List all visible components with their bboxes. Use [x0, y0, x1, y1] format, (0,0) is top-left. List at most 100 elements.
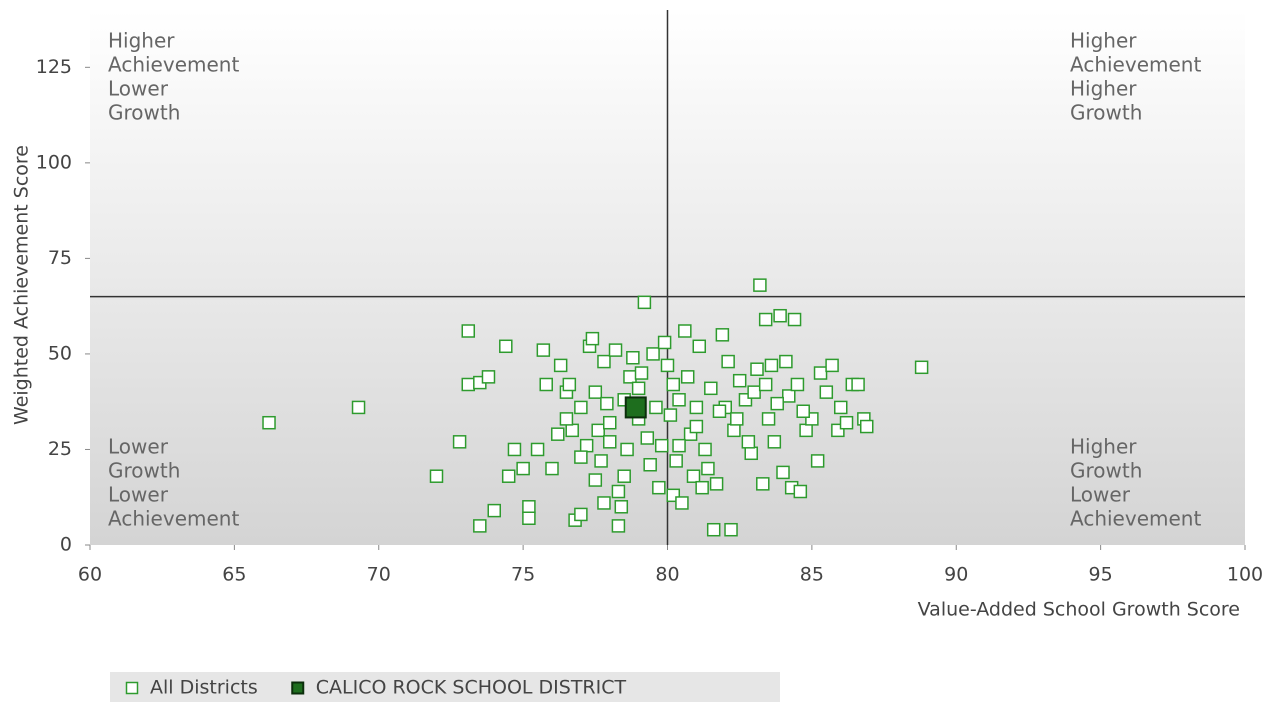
point — [779, 354, 793, 369]
point — [680, 370, 695, 384]
point — [562, 377, 577, 392]
quadrant-label: Growth — [108, 459, 180, 483]
y-axis-label: Weighted Achievement Score — [11, 145, 33, 425]
point — [773, 308, 787, 323]
point — [666, 377, 681, 392]
point — [686, 469, 701, 483]
quadrant-label: Achievement — [1070, 53, 1201, 77]
point — [758, 377, 773, 392]
point — [461, 377, 476, 392]
point — [588, 473, 603, 487]
quadrant-label: Growth — [1070, 101, 1142, 125]
point — [758, 312, 773, 327]
quadrant-label: Lower — [108, 77, 169, 101]
point — [461, 324, 476, 338]
quadrant-label: Growth — [1070, 459, 1142, 483]
point — [522, 500, 536, 514]
point — [712, 404, 727, 418]
point — [663, 408, 678, 422]
point — [643, 458, 657, 472]
point — [704, 381, 718, 396]
point — [553, 358, 568, 373]
point — [634, 366, 649, 380]
point — [675, 496, 689, 510]
point — [787, 312, 802, 327]
point — [767, 435, 782, 449]
point — [669, 454, 683, 468]
quadrant-label: Higher — [1070, 435, 1137, 459]
point — [732, 373, 747, 388]
point — [536, 343, 551, 357]
point — [608, 343, 623, 357]
point — [678, 324, 692, 338]
point — [796, 404, 810, 418]
point — [782, 389, 796, 403]
point — [620, 442, 634, 457]
quadrant-label: Higher — [1070, 77, 1137, 101]
point — [834, 400, 848, 415]
point — [487, 503, 501, 518]
point — [516, 461, 530, 476]
point — [813, 366, 828, 380]
point — [724, 522, 738, 537]
point — [640, 431, 655, 445]
point — [701, 461, 715, 476]
point — [839, 415, 854, 430]
y-tick-label: 0 — [60, 534, 72, 556]
point — [799, 423, 813, 438]
point — [539, 377, 553, 392]
point — [597, 496, 611, 510]
highlight-point — [624, 396, 647, 419]
y-tick-label: 100 — [36, 151, 72, 173]
point — [750, 362, 764, 376]
point — [565, 423, 579, 438]
point — [672, 438, 686, 453]
point — [721, 354, 735, 369]
point — [756, 477, 770, 491]
point — [614, 500, 629, 514]
point — [692, 339, 707, 354]
legend-swatch — [125, 681, 139, 695]
point — [790, 377, 805, 392]
point — [262, 415, 276, 430]
x-tick-label: 80 — [655, 564, 679, 586]
point — [689, 419, 704, 434]
point — [574, 400, 588, 415]
quadrant-label: Achievement — [108, 53, 239, 77]
point — [481, 370, 496, 384]
quadrant-label: Achievement — [108, 507, 239, 531]
point — [698, 442, 712, 457]
x-tick-label: 90 — [944, 564, 968, 586]
point — [851, 377, 865, 392]
point — [631, 381, 646, 396]
point — [617, 469, 631, 483]
point — [859, 419, 874, 434]
legend-label: CALICO ROCK SCHOOL DISTRICT — [316, 677, 627, 699]
point — [654, 438, 669, 453]
quadrant-label: Lower — [108, 435, 169, 459]
point — [499, 339, 513, 354]
y-tick-label: 25 — [48, 438, 72, 460]
point — [623, 370, 637, 384]
point — [649, 400, 663, 415]
point — [715, 328, 730, 342]
point — [600, 396, 614, 411]
quadrant-label: Lower — [108, 483, 169, 507]
point — [452, 435, 467, 449]
x-tick-label: 70 — [367, 564, 391, 586]
point — [501, 469, 516, 483]
point — [646, 347, 660, 361]
point — [914, 360, 929, 375]
point — [637, 295, 652, 310]
quadrant-label: Growth — [108, 101, 180, 125]
point — [810, 454, 825, 468]
point — [741, 435, 756, 449]
point — [706, 522, 721, 537]
point — [591, 423, 605, 438]
point — [819, 385, 834, 399]
point — [695, 480, 709, 495]
quadrant-label: Higher — [108, 29, 175, 53]
point — [603, 415, 617, 430]
point — [770, 396, 784, 411]
point — [574, 507, 588, 522]
